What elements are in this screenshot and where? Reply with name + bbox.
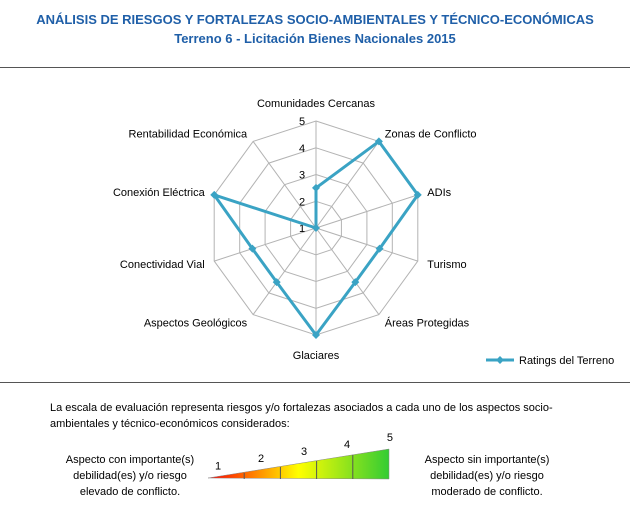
tick-label: 1 bbox=[299, 223, 305, 235]
axis-label: Rentabilidad Económica bbox=[129, 128, 249, 140]
scale-number: 4 bbox=[344, 439, 350, 451]
data-point bbox=[312, 183, 320, 192]
scale-number: 3 bbox=[301, 446, 307, 458]
grid-spoke bbox=[315, 141, 380, 229]
radar-chart: 1 2 3 4 5 Comunidades Cercanas Zonas de Confli… bbox=[113, 98, 614, 367]
tick-label: 2 bbox=[299, 196, 305, 208]
grid-spoke bbox=[252, 227, 317, 315]
axis-label: Áreas Protegidas bbox=[385, 317, 470, 330]
axis-label: Turismo bbox=[427, 259, 466, 271]
grid-spoke bbox=[315, 227, 380, 315]
tick-label: 4 bbox=[299, 143, 305, 155]
grid-spoke bbox=[252, 141, 317, 229]
grid-spoke bbox=[315, 227, 418, 262]
scale-high-line: moderado de conflicto. bbox=[431, 486, 543, 498]
scale-low-line: elevado de conflicto. bbox=[79, 486, 181, 498]
data-point bbox=[210, 190, 219, 199]
scale-number: 5 bbox=[387, 432, 393, 444]
data-point bbox=[272, 278, 281, 287]
axis-label: Comunidades Cercanas bbox=[257, 98, 376, 110]
scale-high-line: debilidad(es) y/o riesgo bbox=[430, 470, 544, 482]
scale-high-description: Aspecto sin importante(s) debilidad(es) … bbox=[412, 452, 562, 500]
legend-label: Ratings del Terreno bbox=[519, 355, 614, 367]
scale-low-line: Aspecto con importante(s) bbox=[65, 454, 195, 466]
scale-explanation-line: ambientales y técnico-económicos conside… bbox=[50, 418, 290, 430]
scale-explanation: La escala de evaluación representa riesg… bbox=[50, 400, 590, 432]
grid-spoke bbox=[315, 194, 418, 229]
axis-label: ADIs bbox=[427, 187, 451, 199]
page-title: ANÁLISIS DE RIESGOS Y FORTALEZAS SOCIO-A… bbox=[36, 12, 594, 27]
scale-low-line: debilidad(es) y/o riesgo bbox=[73, 470, 187, 482]
data-point bbox=[312, 331, 320, 339]
divider bbox=[0, 382, 630, 383]
data-point bbox=[375, 244, 384, 253]
legend-marker bbox=[496, 356, 504, 364]
scale-high-line: Aspecto sin importante(s) bbox=[424, 454, 550, 466]
divider bbox=[0, 67, 630, 68]
data-point bbox=[413, 190, 422, 199]
axis-label: Aspectos Geológicos bbox=[144, 318, 248, 330]
page-subtitle: Terreno 6 - Licitación Bienes Nacionales… bbox=[174, 31, 456, 46]
scale-explanation-line: La escala de evaluación representa riesg… bbox=[50, 402, 553, 414]
data-point bbox=[351, 278, 360, 287]
scale-low-description: Aspecto con importante(s) debilidad(es) … bbox=[55, 452, 205, 500]
legend: Ratings del Terreno bbox=[486, 355, 614, 367]
data-point bbox=[374, 137, 383, 146]
scale-wedge-shape bbox=[207, 448, 390, 480]
data-point bbox=[248, 244, 257, 253]
tick-label: 3 bbox=[299, 170, 305, 182]
axis-label: Conectividad Vial bbox=[120, 259, 205, 271]
data-point bbox=[312, 224, 320, 232]
scale-number: 1 bbox=[215, 460, 221, 472]
axis-label: Conexión Eléctrica bbox=[113, 187, 206, 199]
tick-label: 5 bbox=[299, 116, 305, 128]
scale-number: 2 bbox=[258, 453, 264, 465]
axis-label: Glaciares bbox=[293, 350, 340, 362]
axis-label: Zonas de Conflicto bbox=[385, 128, 477, 140]
grid-spoke bbox=[214, 227, 317, 262]
